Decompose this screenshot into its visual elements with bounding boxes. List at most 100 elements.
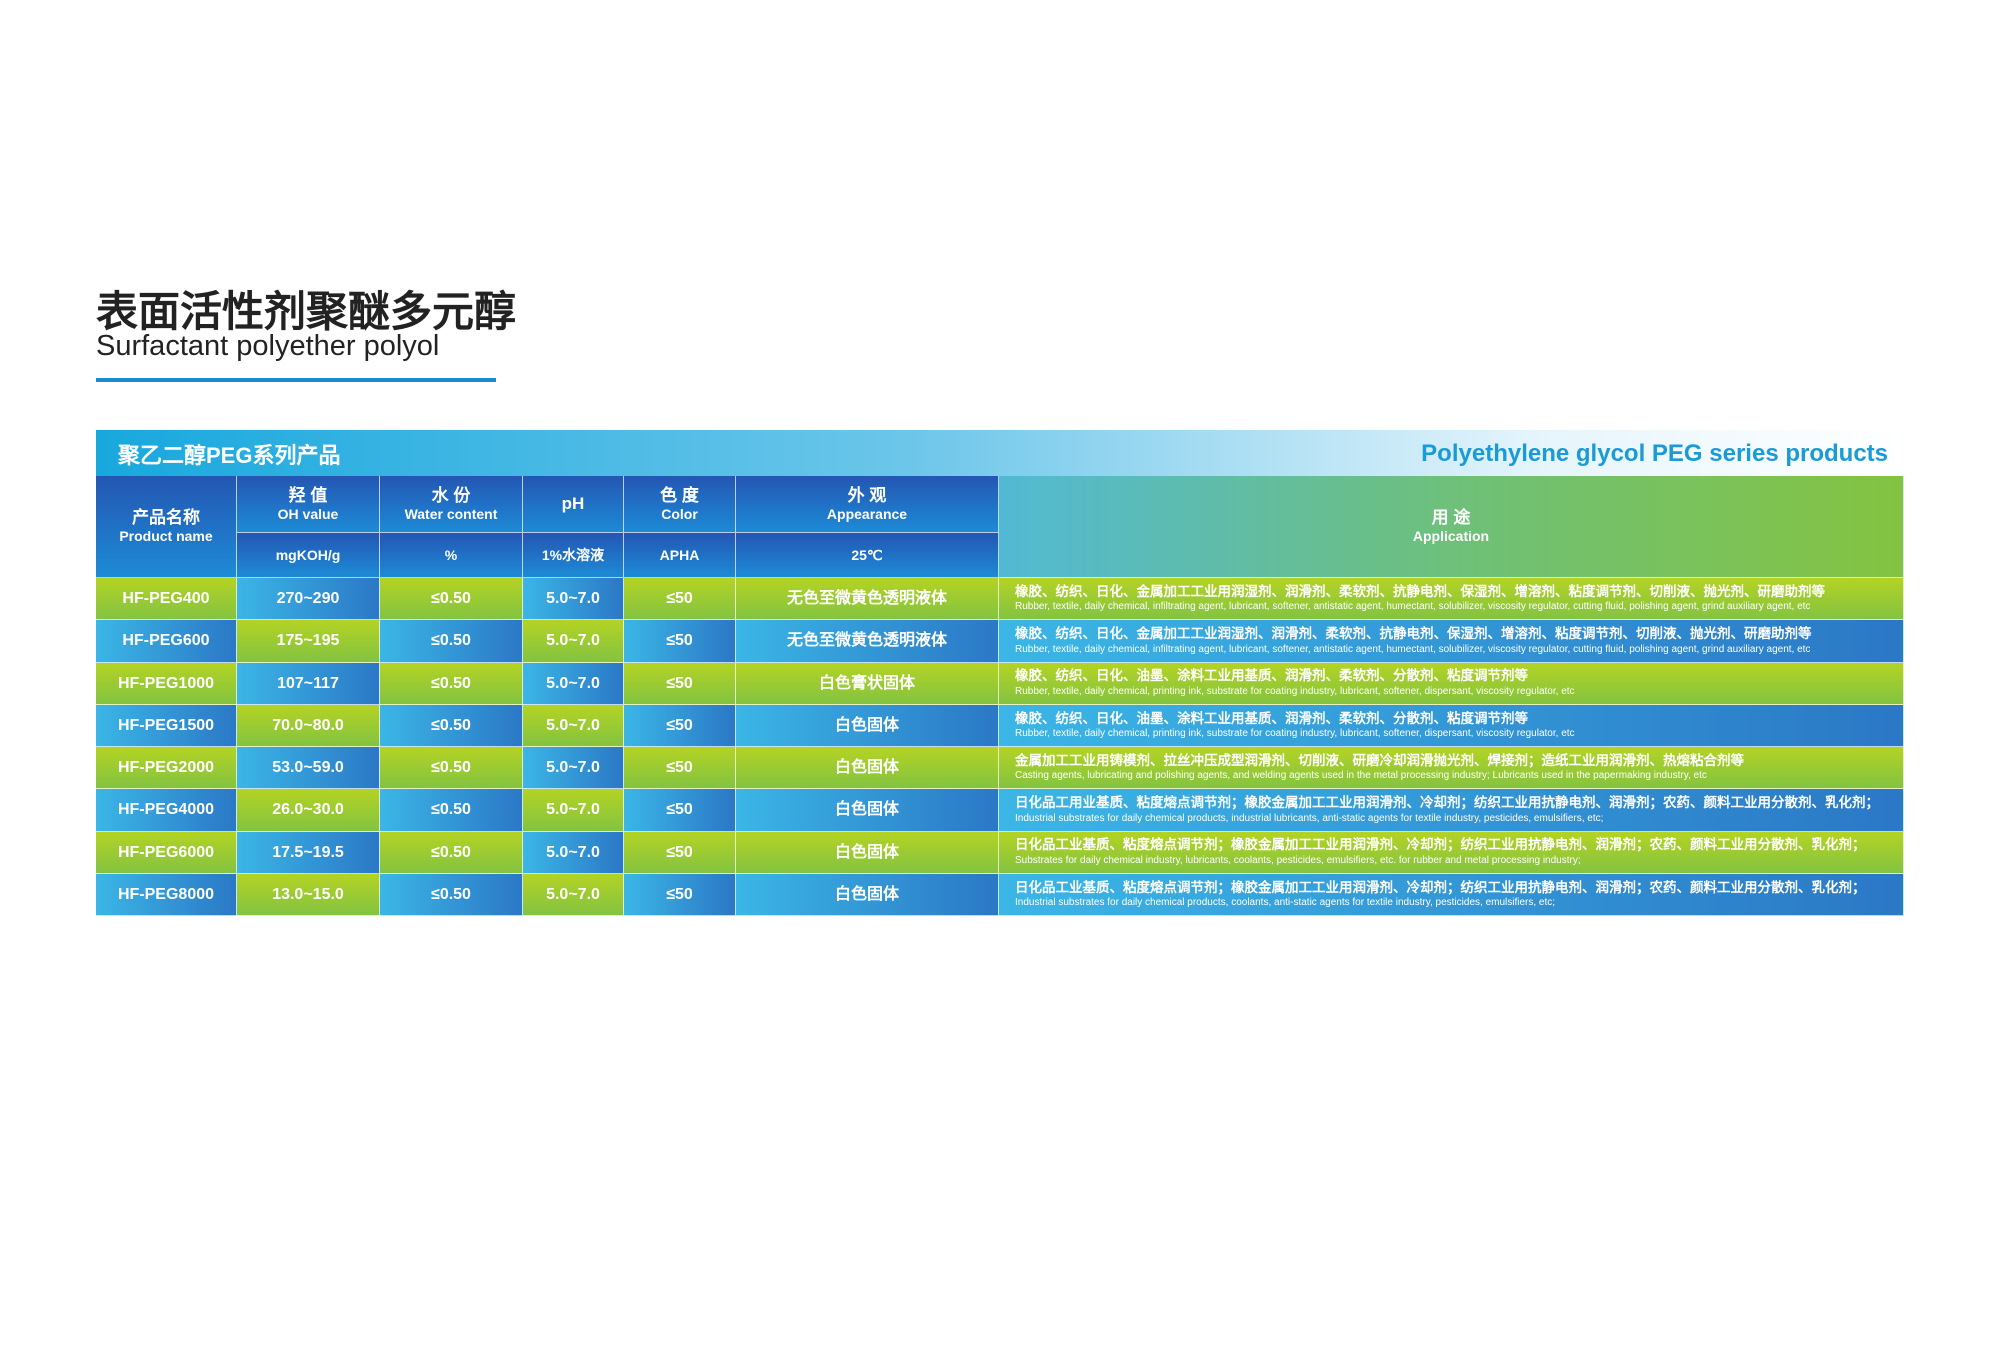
cell-text: ≤0.50 — [431, 632, 471, 650]
application-cell: 橡胶、纺织、日化、金属加工工业用润湿剂、润滑剂、柔软剂、抗静电剂、保湿剂、增溶剂… — [999, 578, 1904, 621]
application-cn: 日化品工业基质、粘度熔点调节剂；橡胶金属加工工业用润滑剂、冷却剂；纺织工业用抗静… — [1015, 837, 1866, 853]
application-cell: 橡胶、纺织、日化、油墨、涂料工业用基质、润滑剂、柔软剂、分散剂、粘度调节剂等 Ru… — [999, 662, 1904, 705]
unit-cell: APHA — [624, 533, 736, 578]
data-cell: 5.0~7.0 — [523, 747, 624, 790]
data-cell: HF-PEG1500 — [96, 704, 237, 747]
data-cell: HF-PEG1000 — [96, 662, 237, 705]
cell-text: 白色固体 — [834, 885, 899, 903]
header-cn: 色 度 — [660, 485, 699, 505]
data-cell: 175~195 — [237, 620, 380, 663]
header-cell: 产品名称 Product name — [96, 476, 237, 578]
data-cell: HF-PEG6000 — [96, 831, 237, 874]
header-cell: 用 途 Application — [999, 476, 1904, 578]
cell-text: 5.0~7.0 — [546, 885, 600, 903]
cell-text: ≤0.50 — [431, 759, 471, 777]
cell-text: HF-PEG1000 — [117, 674, 215, 692]
header-cn: 外 观 — [847, 485, 887, 505]
header-cn: 用 途 — [1431, 508, 1471, 527]
data-cell: 26.0~30.0 — [237, 789, 380, 832]
cell-text: ≤0.50 — [431, 590, 471, 608]
application-cn: 橡胶、纺织、日化、油墨、涂料工业用基质、润滑剂、柔软剂、分散剂、粘度调节剂等 — [1015, 710, 1528, 726]
cell-text: HF-PEG6000 — [117, 843, 215, 861]
cell-text: 白色固体 — [834, 759, 899, 777]
cell-text: ≤50 — [666, 590, 693, 608]
data-cell: 107~117 — [237, 662, 380, 705]
data-cell: ≤0.50 — [380, 620, 523, 663]
cell-text: ≤0.50 — [431, 843, 471, 861]
banner: 聚乙二醇PEG系列产品 Polyethylene glycol PEG seri… — [96, 430, 1904, 476]
data-cell: ≤50 — [624, 789, 736, 832]
cell-text: 270~290 — [276, 590, 340, 608]
data-cell: ≤0.50 — [380, 789, 523, 832]
data-cell: ≤50 — [624, 662, 736, 705]
cell-text: 17.5~19.5 — [272, 843, 344, 861]
application-cell: 橡胶、纺织、日化、油墨、涂料工业用基质、润滑剂、柔软剂、分散剂、粘度调节剂等 Ru… — [999, 704, 1904, 747]
data-cell: HF-PEG2000 — [96, 747, 237, 790]
cell-text: 5.0~7.0 — [546, 674, 600, 692]
data-cell: 5.0~7.0 — [523, 662, 624, 705]
application-en: Industrial substrates for daily chemical… — [1015, 812, 1604, 824]
header-en: Product name — [119, 528, 213, 544]
cell-text: ≤50 — [666, 801, 693, 819]
application-cn: 橡胶、纺织、日化、金属加工工业用润湿剂、润滑剂、柔软剂、抗静电剂、保湿剂、增溶剂… — [1015, 583, 1825, 599]
application-cell: 日化品工业基质、粘度熔点调节剂；橡胶金属加工工业用润滑剂、冷却剂；纺织工业用抗静… — [999, 831, 1904, 874]
unit: mgKOH/g — [275, 546, 341, 563]
header-cn: 水 份 — [431, 485, 471, 505]
application-en: Casting agents, lubricating and polishin… — [1015, 770, 1707, 782]
data-cell: ≤50 — [624, 620, 736, 663]
data-cell: ≤0.50 — [380, 662, 523, 705]
cell-text: 白色固体 — [834, 843, 899, 861]
application-cell: 日化品工业基质、粘度熔点调节剂；橡胶金属加工工业用润滑剂、冷却剂；纺织工业用抗静… — [999, 873, 1904, 916]
header-en: Application — [1412, 528, 1490, 544]
data-cell: 白色固体 — [736, 747, 999, 790]
cell-text: HF-PEG600 — [122, 632, 210, 650]
cell-text: ≤0.50 — [431, 674, 471, 692]
data-cell: ≤0.50 — [380, 578, 523, 621]
application-en: Rubber, textile, daily chemical, infiltr… — [1015, 643, 1811, 655]
cell-text: HF-PEG2000 — [117, 759, 215, 777]
unit-cell: 25℃ — [736, 533, 999, 578]
data-cell: 5.0~7.0 — [523, 578, 624, 621]
header-en: Water content — [404, 505, 498, 522]
data-cell: 5.0~7.0 — [523, 704, 624, 747]
data-cell: HF-PEG600 — [96, 620, 237, 663]
data-cell: ≤50 — [624, 704, 736, 747]
data-cell: 白色固体 — [736, 873, 999, 916]
application-cell: 日化品工用业基质、粘度熔点调节剂；橡胶金属加工工业用润滑剂、冷却剂；纺织工业用抗… — [999, 789, 1904, 832]
data-cell: 无色至微黄色透明液体 — [736, 620, 999, 663]
cell-text: 无色至微黄色透明液体 — [786, 632, 947, 650]
data-cell: ≤50 — [624, 831, 736, 874]
application-en: Rubber, textile, daily chemical, infiltr… — [1015, 601, 1811, 613]
application-en: Industrial substrates for daily chemical… — [1015, 897, 1556, 909]
data-cell: 5.0~7.0 — [523, 620, 624, 663]
data-cell: ≤0.50 — [380, 831, 523, 874]
data-cell: 白色固体 — [736, 704, 999, 747]
data-cell: 70.0~80.0 — [237, 704, 380, 747]
cell-text: HF-PEG4000 — [117, 801, 215, 819]
cell-text: 107~117 — [277, 674, 339, 692]
unit-cell: 1%水溶液 — [523, 533, 624, 578]
cell-text: HF-PEG400 — [122, 590, 210, 608]
header-cell: 羟 值 OH value — [237, 476, 380, 533]
data-cell: ≤50 — [624, 578, 736, 621]
data-cell: ≤0.50 — [380, 873, 523, 916]
cell-text: 无色至微黄色透明液体 — [786, 590, 947, 608]
application-cn: 金属加工工业用铸模剂、拉丝冲压成型润滑剂、切削液、研磨冷却润滑抛光剂、焊接剂；造… — [1015, 752, 1744, 768]
header-en: OH value — [277, 505, 339, 522]
cell-text: 白色固体 — [834, 801, 899, 819]
cell-text: ≤50 — [666, 716, 693, 734]
application-cn: 橡胶、纺织、日化、油墨、涂料工业用基质、润滑剂、柔软剂、分散剂、粘度调节剂等 — [1015, 668, 1528, 684]
cell-text: 5.0~7.0 — [546, 801, 600, 819]
cell-text: HF-PEG8000 — [117, 885, 215, 903]
cell-text: 13.0~15.0 — [272, 885, 344, 903]
cell-text: 26.0~30.0 — [272, 801, 344, 819]
application-cell: 金属加工工业用铸模剂、拉丝冲压成型润滑剂、切削液、研磨冷却润滑抛光剂、焊接剂；造… — [999, 747, 1904, 790]
data-cell: 5.0~7.0 — [523, 873, 624, 916]
cell-text: 70.0~80.0 — [272, 716, 344, 734]
application-en: Rubber, textile, daily chemical, printin… — [1015, 685, 1575, 697]
cell-text: 5.0~7.0 — [546, 716, 600, 734]
header-cn: pH — [561, 494, 585, 513]
header-cell: 色 度 Color — [624, 476, 736, 533]
title: 表面活性剂聚醚多元醇 — [96, 288, 517, 335]
